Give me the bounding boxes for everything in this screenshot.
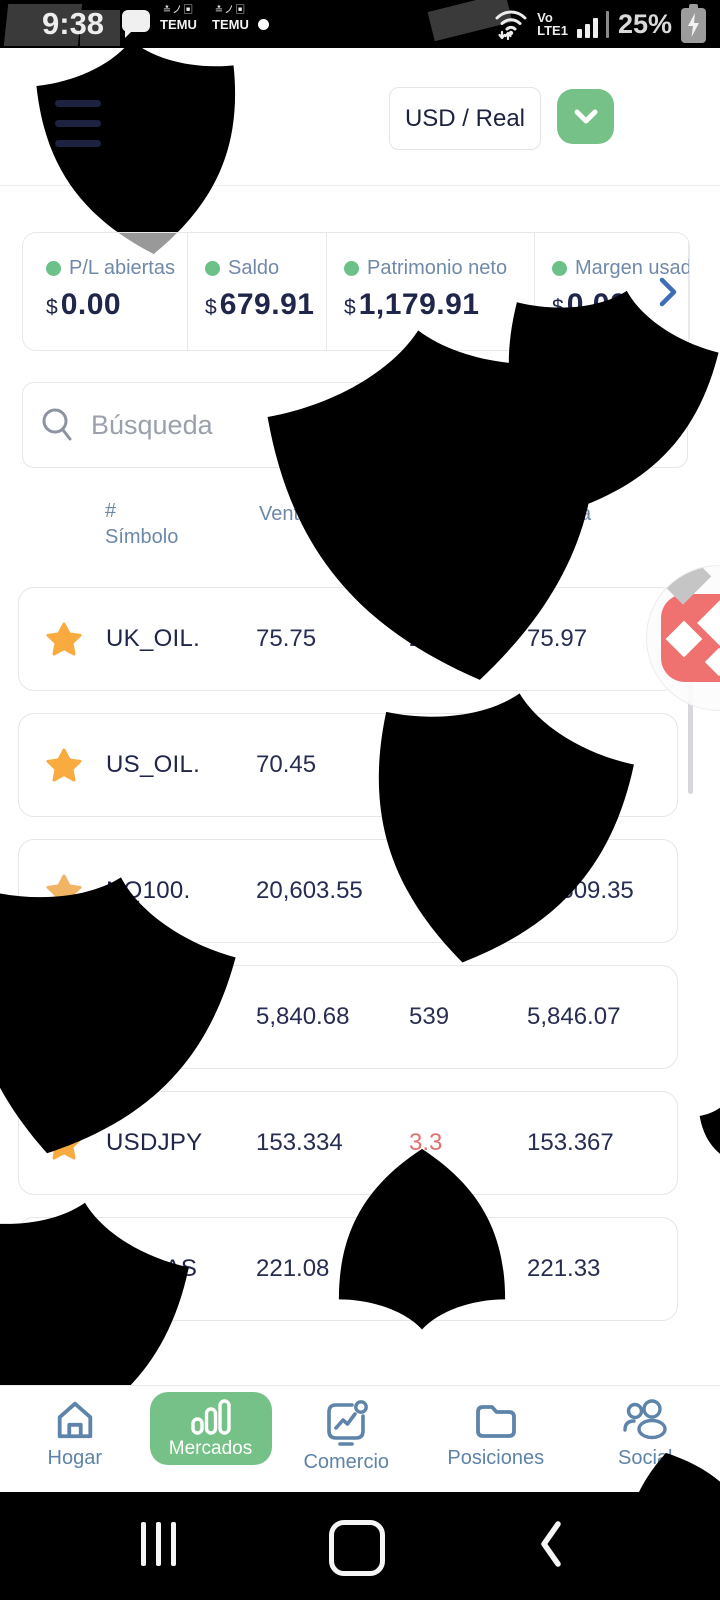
spread-value: 22 <box>409 751 436 778</box>
currency-label: USD / Real <box>404 104 526 132</box>
stats-expand-chevron-icon[interactable] <box>659 277 677 307</box>
recents-button[interactable] <box>141 1522 176 1566</box>
people-icon <box>623 1399 667 1440</box>
favorite-star-icon[interactable] <box>46 1125 82 1161</box>
battery-percentage: 25% <box>617 8 672 39</box>
chevron-down-icon <box>574 109 597 124</box>
instrument-row[interactable]: US_OIL. 70.45 22 70.67 <box>18 713 678 817</box>
watermark-shield <box>697 1094 720 1172</box>
buy-price[interactable]: 20,609.35 <box>527 877 634 904</box>
divider <box>0 185 720 186</box>
nav-item-markets-active[interactable]: Mercados <box>149 1392 272 1465</box>
signal-strength-icon <box>576 10 609 38</box>
menu-button[interactable] <box>55 100 101 147</box>
markets-bars-icon <box>190 1398 231 1435</box>
temu-notification-icon: ≛ノ▣ TEMU <box>160 5 197 32</box>
watermark-fragment <box>654 566 712 605</box>
folder-icon <box>475 1405 516 1438</box>
trading-app-bubble-icon <box>654 566 720 682</box>
network-type-label: Vo LTE1 <box>537 10 568 38</box>
buy-price[interactable]: 153.367 <box>527 1129 614 1156</box>
favorite-star-icon[interactable] <box>46 747 82 783</box>
favorite-star-icon[interactable] <box>46 873 82 909</box>
status-dot-icon <box>552 261 567 276</box>
favorite-star-icon[interactable] <box>46 1251 82 1287</box>
spread-value: 539 <box>409 1003 450 1030</box>
column-header-sell[interactable]: Venta <box>259 503 311 525</box>
stat-equity: Patrimonio neto $1,179.91 <box>327 233 535 350</box>
android-navigation-bar <box>0 1492 720 1600</box>
instrument-list: UK_OIL. 75.75 22 75.97 US_OIL. 70.45 22 … <box>18 587 678 1343</box>
chevron-down-icon <box>640 419 662 431</box>
message-notification-icon <box>122 10 150 38</box>
column-header-hash[interactable]: # <box>105 500 117 522</box>
nav-item-social[interactable]: Social <box>571 1386 720 1493</box>
status-bar: 9:38 ≛ノ▣ TEMU ≛ノ▣ TEMU <box>0 0 720 48</box>
instrument-row[interactable]: USDJPY 153.334 3.3 153.367 <box>18 1091 678 1195</box>
symbol-name: ADIDAS <box>106 1255 198 1282</box>
clock: 9:38 <box>42 6 105 41</box>
home-button[interactable] <box>329 1520 385 1576</box>
bottom-navigation: Hogar Mercados Comercio <box>0 1385 720 1493</box>
back-button[interactable] <box>540 1520 562 1568</box>
spread-value: 25 <box>409 1255 436 1282</box>
symbol-name: SPX500. <box>106 1003 203 1030</box>
account-summary-card[interactable]: P/L abiertas $0.00 Saldo $679.91 Patrimo… <box>22 232 690 351</box>
sell-price[interactable]: 20,603.55 <box>256 877 363 904</box>
instrument-row[interactable]: ADIDAS 221.08 25 221.33 <box>18 1217 678 1321</box>
instrument-row[interactable]: UK_OIL. 75.75 22 75.97 <box>18 587 678 691</box>
spread-value: 580 <box>409 877 450 904</box>
column-header-buy[interactable]: Compra <box>520 503 592 525</box>
account-dropdown-button[interactable] <box>557 89 614 144</box>
spread-value: 3.3 <box>409 1129 443 1156</box>
battery-charging-icon <box>681 4 706 44</box>
favorite-star-icon[interactable] <box>46 999 82 1035</box>
filter-value: Todo <box>450 409 514 440</box>
search-input[interactable] <box>89 408 343 442</box>
nav-item-trade[interactable]: Comercio <box>272 1386 422 1493</box>
symbol-name: USDJPY <box>106 1129 203 1156</box>
watermark-shield <box>585 1492 720 1600</box>
instrument-row[interactable]: SPX500. 5,840.68 539 5,846.07 <box>18 965 678 1069</box>
buy-price[interactable]: 70.67 <box>527 751 588 778</box>
stat-balance: Saldo $679.91 <box>188 233 327 350</box>
buy-price[interactable]: 221.33 <box>527 1255 601 1282</box>
spread-value: 22 <box>409 625 436 652</box>
temu-notification-icon: ≛ノ▣ TEMU <box>212 5 249 32</box>
trade-chart-icon <box>327 1400 369 1446</box>
symbol-name: US_OIL. <box>106 751 201 778</box>
nav-item-home[interactable]: Hogar <box>0 1386 150 1493</box>
status-dot-icon <box>205 261 220 276</box>
account-currency-button[interactable]: USD / Real <box>389 87 541 150</box>
column-header-spread[interactable]: spread <box>374 503 436 525</box>
stat-open-pl: P/L abiertas $0.00 <box>23 233 188 350</box>
column-header-symbol[interactable]: Símbolo <box>105 526 179 548</box>
status-dot-icon <box>46 261 61 276</box>
status-dot-icon <box>344 261 359 276</box>
favorite-star-icon[interactable] <box>46 621 82 657</box>
sell-price[interactable]: 153.334 <box>256 1129 343 1156</box>
home-icon <box>57 1401 92 1439</box>
nav-item-positions[interactable]: Posiciones <box>421 1386 571 1493</box>
search-box[interactable] <box>22 382 397 468</box>
category-filter-select[interactable]: Todo <box>415 382 688 468</box>
sell-price[interactable]: 70.45 <box>256 751 317 778</box>
sell-price[interactable]: 5,840.68 <box>256 1003 350 1030</box>
search-icon <box>42 408 72 441</box>
instrument-row[interactable]: NQ100. 20,603.55 580 20,609.35 <box>18 839 678 943</box>
symbol-name: UK_OIL. <box>106 625 201 652</box>
symbol-name: NQ100. <box>106 877 191 904</box>
buy-price[interactable]: 5,846.07 <box>527 1003 621 1030</box>
notification-dot-icon <box>258 19 269 30</box>
sell-price[interactable]: 75.75 <box>256 625 317 652</box>
sell-price[interactable]: 221.08 <box>256 1255 330 1282</box>
wifi-icon <box>495 10 527 40</box>
